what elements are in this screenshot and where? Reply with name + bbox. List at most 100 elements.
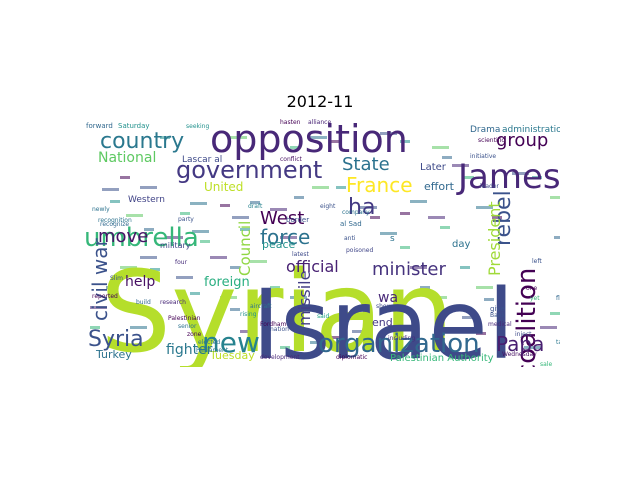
cloud-word: medical bbox=[488, 321, 512, 328]
filler-word-mark bbox=[336, 186, 346, 189]
filler-word-mark bbox=[554, 236, 560, 239]
cloud-word: diplomatic bbox=[336, 354, 367, 361]
filler-word-mark bbox=[300, 306, 310, 309]
cloud-word: civil war bbox=[88, 238, 112, 321]
cloud-word: newly bbox=[92, 206, 110, 213]
filler-word-mark bbox=[410, 200, 427, 203]
cloud-word: Palestinian Authority bbox=[390, 353, 494, 364]
chart-title: 2012-11 bbox=[286, 92, 354, 111]
filler-word-mark bbox=[380, 232, 397, 235]
filler-word-mark bbox=[428, 216, 445, 219]
cloud-word: Drama bbox=[470, 125, 500, 135]
cloud-word: peace bbox=[262, 238, 296, 251]
cloud-word: al Sad bbox=[340, 220, 362, 228]
cloud-word: give bbox=[490, 305, 505, 313]
cloud-word: missile bbox=[295, 271, 314, 326]
cloud-word: Papa bbox=[496, 332, 544, 356]
cloud-word: latest bbox=[292, 251, 310, 258]
cloud-word: left bbox=[532, 258, 542, 265]
word-cloud: Syrian Israel opposition James umbrella organ… bbox=[80, 116, 560, 367]
cloud-word: France bbox=[346, 173, 413, 197]
cloud-word: Lascar al bbox=[182, 155, 222, 165]
filler-word-mark bbox=[250, 201, 260, 204]
cloud-word: fly bbox=[556, 295, 560, 302]
cloud-word: National bbox=[98, 150, 156, 166]
filler-word-mark bbox=[120, 266, 137, 269]
filler-word-mark bbox=[352, 330, 369, 333]
filler-word-mark bbox=[380, 132, 397, 135]
cloud-word: Parliament bbox=[196, 347, 229, 354]
filler-word-mark bbox=[126, 214, 143, 217]
cloud-word: organization bbox=[318, 329, 480, 359]
filler-word-mark bbox=[290, 296, 307, 299]
filler-word-mark bbox=[290, 146, 300, 149]
filler-word-mark bbox=[270, 286, 280, 289]
filler-word-mark bbox=[230, 266, 240, 269]
cloud-word: development bbox=[260, 354, 300, 361]
filler-word-mark bbox=[230, 136, 247, 139]
filler-word-mark bbox=[280, 346, 290, 349]
cloud-word: said bbox=[317, 313, 329, 320]
filler-word-mark bbox=[220, 296, 237, 299]
cloud-word: inject bbox=[515, 331, 532, 338]
cloud-word: Fordham bbox=[260, 321, 287, 328]
cloud-word: United bbox=[204, 180, 243, 194]
filler-word-mark bbox=[476, 206, 493, 209]
filler-word-mark bbox=[150, 268, 160, 271]
filler-word-mark bbox=[442, 156, 452, 159]
filler-word-mark bbox=[410, 266, 427, 269]
cloud-word: end bbox=[372, 316, 393, 329]
cloud-word: rising bbox=[240, 311, 257, 318]
filler-word-mark bbox=[310, 136, 327, 139]
cloud-word: force bbox=[260, 225, 310, 249]
filler-word-mark bbox=[512, 172, 529, 175]
cloud-word: Wednesday bbox=[502, 351, 537, 358]
filler-word-mark bbox=[462, 316, 479, 319]
cloud-word: Later bbox=[420, 162, 447, 173]
cloud-word: aircraft bbox=[250, 303, 272, 310]
filler-word-mark bbox=[90, 306, 107, 309]
cloud-word: alliance bbox=[308, 119, 331, 126]
filler-word-mark bbox=[484, 298, 494, 301]
filler-word-mark bbox=[450, 306, 460, 309]
cloud-word: scientific bbox=[478, 137, 505, 144]
filler-word-mark bbox=[106, 286, 116, 289]
filler-word-mark bbox=[220, 204, 230, 207]
filler-word-mark bbox=[240, 228, 250, 231]
cloud-word: minister bbox=[372, 259, 446, 280]
cloud-word: s bbox=[390, 234, 395, 244]
cloud-word: recognize bbox=[100, 221, 129, 228]
cloud-word: foreign bbox=[204, 275, 250, 290]
cloud-word: yet bbox=[530, 295, 540, 302]
filler-word-mark bbox=[230, 308, 240, 311]
filler-word-mark bbox=[360, 206, 377, 209]
cloud-word: eight bbox=[320, 203, 336, 210]
cloud-word: nation bbox=[270, 326, 289, 333]
cloud-word: new bbox=[202, 326, 260, 359]
cloud-word: day bbox=[452, 239, 470, 250]
filler-word-mark bbox=[440, 226, 450, 229]
cloud-word: Turkey bbox=[95, 348, 132, 361]
filler-word-mark bbox=[250, 260, 267, 263]
cloud-word: forward bbox=[86, 122, 113, 130]
filler-word-mark bbox=[130, 326, 147, 329]
filler-word-mark bbox=[400, 246, 410, 249]
cloud-word: rebel bbox=[491, 190, 516, 246]
filler-word-mark bbox=[452, 164, 469, 167]
filler-word-mark bbox=[464, 176, 474, 179]
filler-word-mark bbox=[166, 236, 183, 239]
cloud-word: seeking bbox=[186, 123, 209, 130]
filler-word-mark bbox=[476, 332, 486, 335]
cloud-word: Israel bbox=[252, 269, 514, 367]
filler-word-mark bbox=[476, 286, 493, 289]
filler-word-mark bbox=[90, 326, 100, 329]
filler-word-mark bbox=[232, 216, 249, 219]
cloud-word: James bbox=[456, 157, 560, 197]
cloud-word: including bbox=[388, 335, 416, 342]
cloud-word: group bbox=[496, 130, 548, 151]
filler-word-mark bbox=[330, 336, 340, 339]
cloud-word: recognition bbox=[98, 217, 132, 224]
cloud-word: Slim bbox=[110, 275, 123, 282]
cloud-word: zone bbox=[187, 331, 202, 338]
